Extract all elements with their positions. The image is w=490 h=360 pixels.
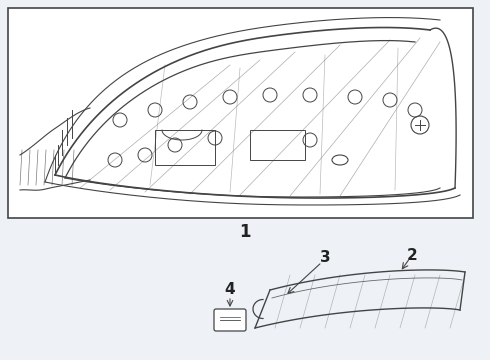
FancyBboxPatch shape xyxy=(214,309,246,331)
Text: 3: 3 xyxy=(319,251,330,266)
Bar xyxy=(155,130,215,165)
Text: 2: 2 xyxy=(407,248,417,262)
Text: 1: 1 xyxy=(239,223,251,241)
Bar xyxy=(250,130,305,160)
Bar xyxy=(8,8,473,218)
Text: 4: 4 xyxy=(225,283,235,297)
